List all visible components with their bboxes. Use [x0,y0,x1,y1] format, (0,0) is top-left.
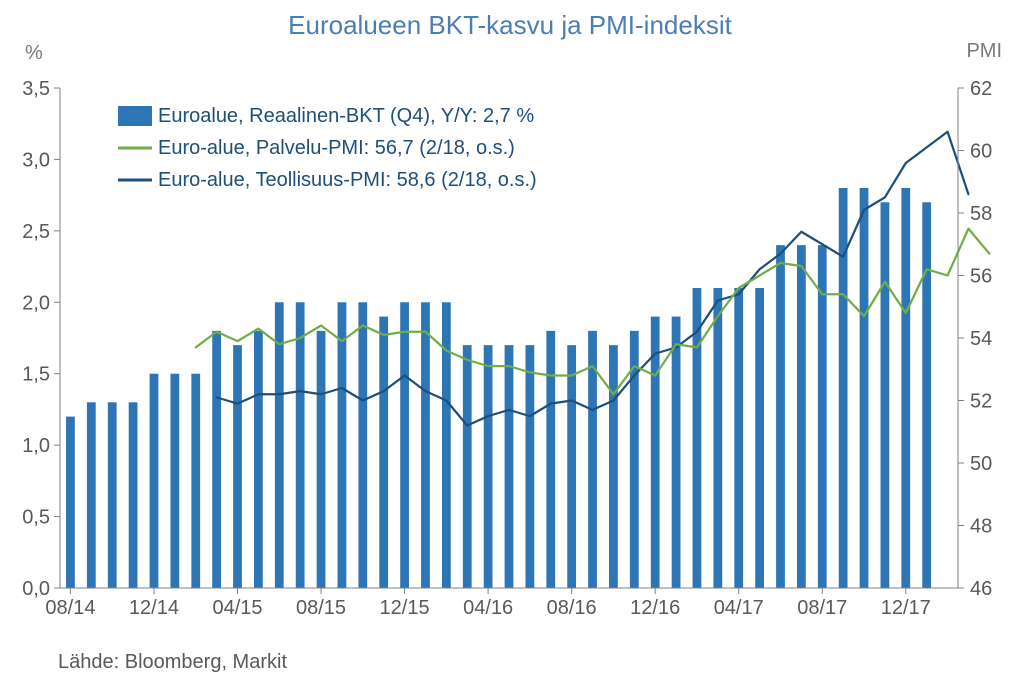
chart-svg: 0,00,51,01,52,02,53,03,54648505254565860… [0,0,1020,686]
bar [755,288,764,588]
svg-text:52: 52 [970,391,992,413]
svg-text:08/17: 08/17 [797,597,847,619]
bar [338,302,347,588]
bar [713,288,722,588]
bar [296,302,305,588]
svg-text:3,5: 3,5 [22,78,50,100]
svg-text:1,0: 1,0 [22,435,50,457]
bar [358,302,367,588]
svg-text:12/15: 12/15 [380,597,430,619]
bar [233,345,242,588]
source-text: Lähde: Bloomberg, Markit [58,651,287,674]
legend-label: Euro-alue, Palvelu-PMI: 56,7 (2/18, o.s.… [158,137,515,159]
svg-text:2,5: 2,5 [22,221,50,243]
bar [818,245,827,588]
bar [129,402,138,588]
bar [922,202,931,588]
bar [191,374,200,588]
bar [379,317,388,588]
bar [672,317,681,588]
bar [484,345,493,588]
legend-swatch-bar [118,106,152,126]
bar [860,188,869,588]
svg-text:04/15: 04/15 [212,597,262,619]
svg-text:3,0: 3,0 [22,149,50,171]
svg-text:54: 54 [970,328,992,350]
svg-text:1,5: 1,5 [22,364,50,386]
bar [212,331,221,588]
svg-text:08/15: 08/15 [296,597,346,619]
bar [150,374,159,588]
svg-text:0,5: 0,5 [22,507,50,529]
bar [546,331,555,588]
svg-text:60: 60 [970,141,992,163]
bar [108,402,117,588]
bar [66,417,75,588]
bar [881,202,890,588]
svg-text:62: 62 [970,78,992,100]
svg-text:08/16: 08/16 [547,597,597,619]
bar [776,245,785,588]
bar [797,245,806,588]
bar [609,345,618,588]
svg-text:12/14: 12/14 [129,597,179,619]
svg-text:12/16: 12/16 [630,597,680,619]
bar [87,402,96,588]
chart-container: Euroalueen BKT-kasvu ja PMI-indeksit % P… [0,0,1020,686]
svg-text:56: 56 [970,266,992,288]
bar [442,302,451,588]
bar [525,345,534,588]
bar [463,345,472,588]
svg-text:12/17: 12/17 [881,597,931,619]
svg-text:2,0: 2,0 [22,292,50,314]
svg-text:58: 58 [970,203,992,225]
bar [170,374,179,588]
svg-text:08/14: 08/14 [45,597,95,619]
legend-label: Euro-alue, Teollisuus-PMI: 58,6 (2/18, o… [158,169,537,191]
bar [421,302,430,588]
svg-text:04/16: 04/16 [463,597,513,619]
bar [254,331,263,588]
svg-text:50: 50 [970,453,992,475]
svg-text:04/17: 04/17 [714,597,764,619]
bar [901,188,910,588]
legend-label: Euroalue, Reaalinen-BKT (Q4), Y/Y: 2,7 % [158,105,534,127]
bar [505,345,514,588]
svg-text:46: 46 [970,578,992,600]
bar [400,302,409,588]
bar [734,288,743,588]
svg-text:48: 48 [970,516,992,538]
bar [567,345,576,588]
bar [317,331,326,588]
